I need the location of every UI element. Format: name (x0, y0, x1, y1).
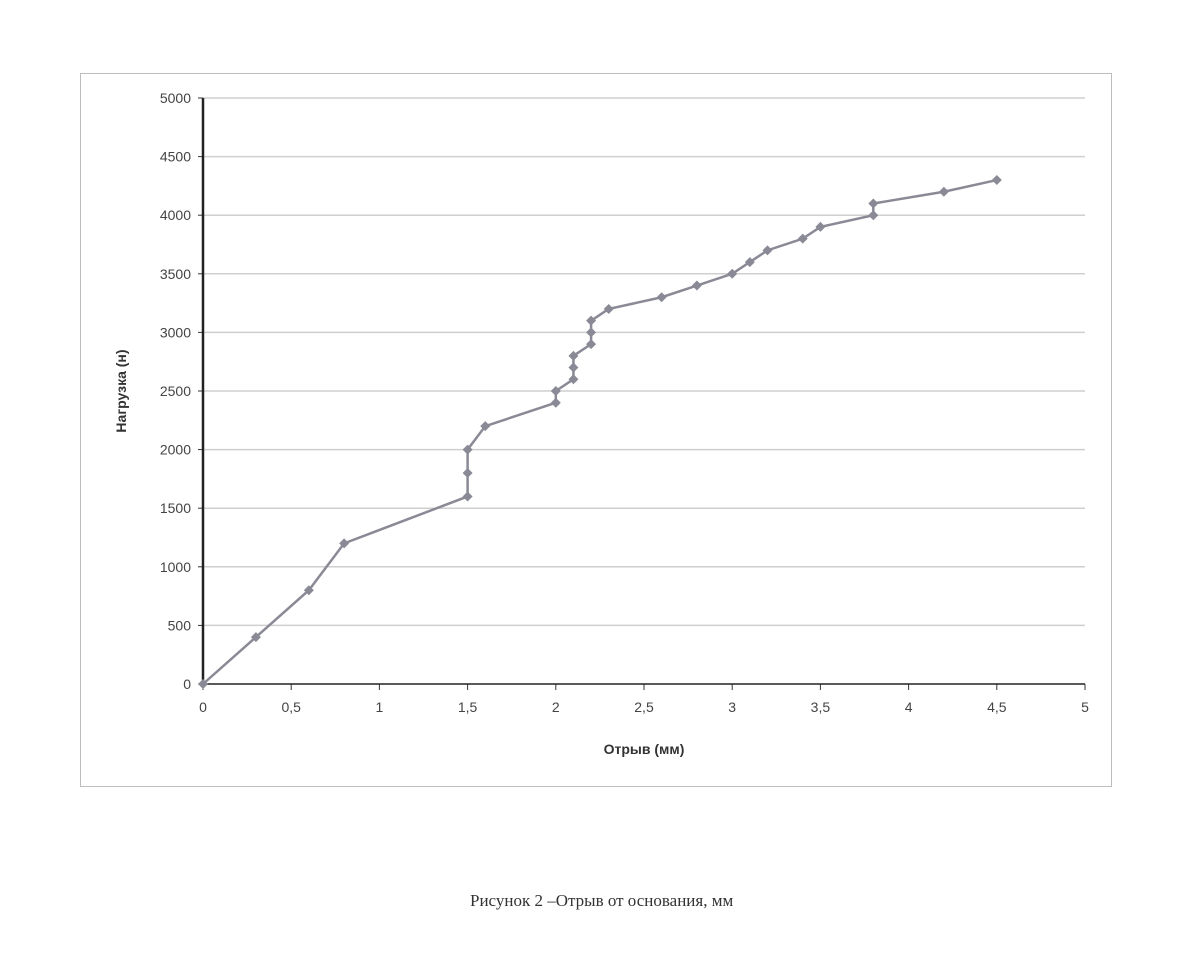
data-point (586, 339, 597, 350)
figure-caption: Рисунок 2 –Отрыв от основания, мм (470, 891, 734, 910)
x-tick-label: 4,5 (987, 699, 1007, 715)
data-point (815, 221, 826, 232)
data-point (568, 374, 579, 385)
y-tick-label: 5000 (160, 90, 191, 106)
data-point (462, 491, 473, 502)
series-line (202, 178, 998, 685)
y-tick-labels: 0 500 1000 1500 2000 2500 3000 3500 4000 4500 5000 (160, 90, 191, 692)
x-tick-label: 0 (199, 699, 207, 715)
y-tick-label: 500 (168, 617, 192, 633)
data-point (603, 303, 614, 314)
data-point (250, 632, 261, 643)
data-point (303, 585, 314, 596)
x-tick-label: 3,5 (811, 699, 831, 715)
data-point (691, 280, 702, 291)
y-tick-label: 2500 (160, 383, 191, 399)
data-point (868, 210, 879, 221)
data-point (797, 233, 808, 244)
x-tick-label: 2,5 (634, 699, 654, 715)
data-point (656, 292, 667, 303)
data-point (462, 444, 473, 455)
data-point (938, 186, 949, 197)
chart-frame (80, 73, 1112, 787)
data-point (480, 421, 491, 432)
y-tick-label: 1000 (160, 559, 191, 575)
data-point (586, 327, 597, 338)
y-tick-label: 4000 (160, 207, 191, 223)
data-point (744, 257, 755, 268)
x-tick-label: 4 (905, 699, 913, 715)
data-point (550, 397, 561, 408)
data-point (462, 468, 473, 479)
x-tick-label: 1,5 (458, 699, 478, 715)
data-point (568, 362, 579, 373)
data-point (868, 198, 879, 209)
data-point (727, 268, 738, 279)
x-tick-label: 2 (552, 699, 560, 715)
x-tick-label: 5 (1081, 699, 1089, 715)
data-point (586, 315, 597, 326)
y-tick-label: 4500 (160, 149, 191, 165)
x-axis-label: Отрыв (мм) (604, 741, 685, 757)
y-tick-label: 0 (183, 676, 191, 692)
data-point (568, 350, 579, 361)
data-point (550, 386, 561, 396)
y-tick-label: 1500 (160, 500, 191, 516)
y-tick-label: 2000 (160, 442, 191, 458)
data-point (991, 175, 1002, 186)
y-tick-label: 3500 (160, 266, 191, 282)
x-tick-labels: 0 0,5 1 1,5 2 2,5 3 3,5 4 4,5 5 (199, 699, 1089, 715)
data-point (762, 245, 773, 256)
y-tick-label: 3000 (160, 324, 191, 340)
data-point (339, 538, 350, 549)
series (198, 175, 1002, 689)
data-point (198, 679, 208, 689)
y-axis-label: Нагрузка (н) (113, 349, 129, 432)
x-tick-label: 0,5 (281, 699, 301, 715)
axes (198, 97, 1086, 690)
x-tick-label: 3 (728, 699, 736, 715)
gridlines (203, 97, 1085, 627)
x-tick-label: 1 (376, 699, 384, 715)
